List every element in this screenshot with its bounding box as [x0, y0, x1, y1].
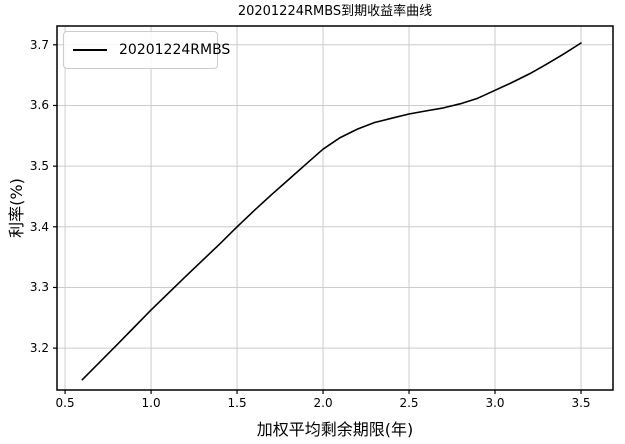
x-tick-label: 3.5: [571, 396, 591, 410]
y-tick-label: 3.3: [29, 280, 49, 295]
x-tick-label: 1.0: [141, 396, 161, 410]
y-tick-label: 3.4: [29, 219, 49, 234]
x-tick-label: 2.5: [399, 396, 419, 410]
x-tick-label: 0.5: [55, 396, 75, 410]
x-tick-label: 3.0: [485, 396, 505, 410]
x-axis-label: 加权平均剩余期限(年): [256, 420, 414, 439]
series-curve: [81, 42, 582, 381]
legend-line-sample: [73, 49, 107, 51]
y-tick-label: 3.7: [29, 37, 49, 52]
y-tick-label: 3.6: [29, 98, 49, 113]
axes-frame: [56, 25, 614, 391]
x-tick-label: 1.5: [227, 396, 247, 410]
legend-series-label: 20201224RMBS: [119, 42, 231, 58]
y-tick-label: 3.5: [29, 159, 49, 174]
chart-title: 20201224RMBS到期收益率曲线: [237, 4, 433, 19]
y-tick-label: 3.2: [29, 341, 49, 356]
x-tick-label: 2.0: [313, 396, 333, 410]
legend: 20201224RMBS: [63, 31, 230, 69]
